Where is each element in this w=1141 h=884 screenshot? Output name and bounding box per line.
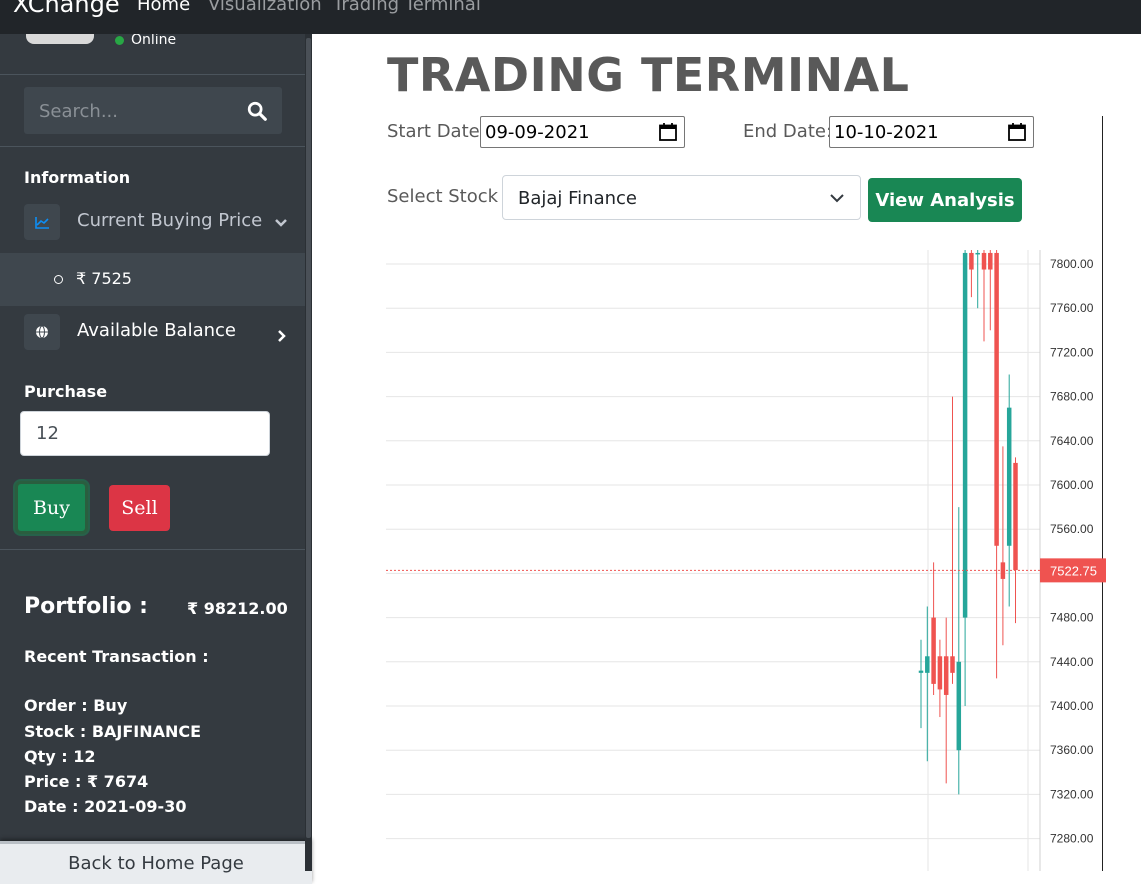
transaction-price: Price : ₹ 7674	[24, 772, 149, 791]
y-tick-label: 7800.00	[1050, 257, 1094, 271]
divider	[0, 146, 305, 147]
online-status-dot	[115, 36, 124, 45]
menu-item-available-balance[interactable]: Available Balance	[0, 308, 305, 356]
transaction-date: Date : 2021-09-30	[24, 797, 187, 816]
divider	[0, 549, 305, 550]
sell-button[interactable]: Sell	[109, 485, 170, 531]
back-to-home-button[interactable]: Back to Home Page	[0, 841, 312, 884]
information-header: Information	[24, 168, 131, 187]
search-box	[24, 87, 282, 136]
chevron-down-icon	[275, 219, 287, 227]
select-stock-label: Select Stock :	[387, 186, 510, 207]
submenu-item-price[interactable]: ₹ 7525	[0, 253, 305, 306]
page-title: TRADING TERMINAL	[387, 48, 910, 102]
candle-body[interactable]	[950, 656, 955, 673]
sidebar-scrollbar[interactable]	[305, 34, 312, 871]
candle-body[interactable]	[962, 252, 968, 618]
candle-body[interactable]	[1006, 407, 1012, 546]
y-tick-label: 7600.00	[1050, 478, 1094, 492]
menu-item-current-buying-price[interactable]: Current Buying Price	[0, 198, 305, 246]
transaction-qty: Qty : 12	[24, 747, 96, 766]
purchase-quantity-input[interactable]	[20, 411, 270, 456]
candle-body[interactable]	[931, 617, 936, 684]
y-tick-label: 7360.00	[1050, 743, 1094, 757]
top-navbar: XChange Home Visualization Trading Termi…	[0, 0, 1141, 34]
chart-line-icon	[35, 217, 49, 229]
menu-icon-box	[24, 204, 60, 240]
chevron-down-icon	[830, 194, 844, 203]
candle-body[interactable]	[918, 670, 924, 673]
y-tick-label: 7760.00	[1050, 301, 1094, 315]
candlestick-chart[interactable]: 7800.00 7760.00 7720.00 7680.00 7640.00 7600.…	[386, 250, 1108, 871]
y-tick-label: 7560.00	[1050, 522, 1094, 536]
candle-body[interactable]	[925, 656, 930, 673]
y-tick-label: 7440.00	[1050, 655, 1094, 669]
end-date-label: End Date:	[743, 121, 833, 142]
buy-button[interactable]: Buy	[15, 481, 88, 534]
candle-body[interactable]	[969, 252, 974, 270]
candle-body[interactable]	[975, 252, 980, 255]
nav-link-visualization[interactable]: Visualization	[208, 0, 322, 15]
transaction-order: Order : Buy	[24, 696, 128, 715]
purchase-header: Purchase	[24, 382, 108, 401]
candles-group	[918, 250, 1018, 795]
search-input[interactable]	[24, 87, 241, 136]
candle-body[interactable]	[1013, 462, 1018, 571]
menu-icon-box	[24, 314, 60, 350]
candle-body[interactable]	[943, 656, 949, 695]
recent-transaction-title: Recent Transaction :	[24, 647, 209, 666]
end-date-input[interactable]: 10-10-2021	[829, 116, 1034, 148]
candle-body[interactable]	[956, 661, 962, 751]
y-tick-label: 7400.00	[1050, 699, 1094, 713]
candle-body[interactable]	[994, 252, 999, 546]
calendar-icon[interactable]	[1007, 122, 1027, 142]
scrollbar-thumb[interactable]	[306, 38, 311, 838]
y-tick-label: 7320.00	[1050, 787, 1094, 801]
start-date-value: 09-09-2021	[485, 122, 590, 143]
divider	[0, 74, 305, 75]
nav-link-home[interactable]: Home	[137, 0, 191, 15]
nav-link-trading-terminal[interactable]: Trading Terminal	[333, 0, 481, 15]
start-date-label: Start Date:	[387, 121, 486, 142]
frame-border	[1102, 116, 1103, 871]
y-tick-label: 7720.00	[1050, 345, 1094, 359]
sidebar: Online Information Current Buying Price …	[0, 26, 312, 884]
start-date-input[interactable]: 09-09-2021	[480, 116, 685, 148]
calendar-icon[interactable]	[658, 122, 678, 142]
circle-icon	[54, 275, 63, 284]
y-tick-label: 7280.00	[1050, 832, 1094, 846]
online-status-text: Online	[131, 32, 177, 48]
last-price-label: 7522.75	[1050, 563, 1097, 578]
view-analysis-button[interactable]: View Analysis	[868, 178, 1022, 222]
chevron-right-icon	[278, 330, 286, 342]
candle-body[interactable]	[988, 252, 993, 270]
y-tick-label: 7640.00	[1050, 434, 1094, 448]
end-date-value: 10-10-2021	[834, 122, 939, 143]
stock-select[interactable]: Bajaj Finance	[502, 175, 861, 220]
transaction-stock: Stock : BAJFINANCE	[24, 722, 202, 741]
portfolio-value: ₹ 98212.00	[187, 599, 288, 618]
y-tick-label: 7680.00	[1050, 390, 1094, 404]
candle-body[interactable]	[981, 252, 987, 270]
menu-label-available-balance: Available Balance	[77, 320, 236, 341]
globe-icon	[36, 325, 48, 339]
stock-select-value: Bajaj Finance	[518, 188, 637, 209]
candle-body[interactable]	[937, 656, 943, 690]
current-price-value: ₹ 7525	[76, 269, 132, 288]
search-icon[interactable]	[246, 100, 268, 122]
y-tick-label: 7480.00	[1050, 611, 1094, 625]
last-price-badge	[1040, 558, 1106, 583]
portfolio-label: Portfolio :	[24, 594, 148, 619]
menu-label-current-buying-price: Current Buying Price	[77, 210, 263, 231]
brand-logo[interactable]: XChange	[13, 0, 120, 18]
